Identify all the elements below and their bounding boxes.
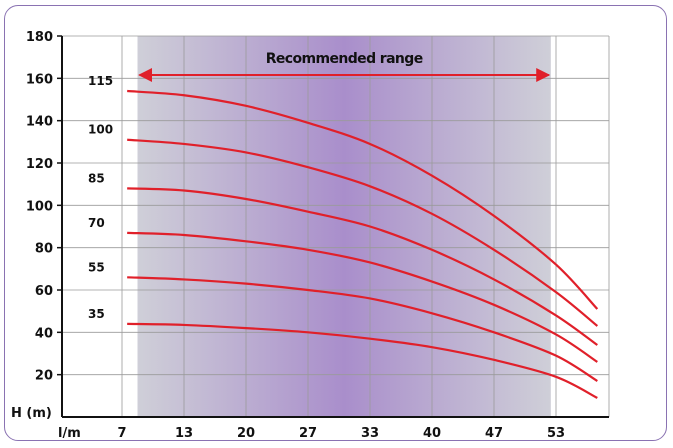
- x-tick-labels: 7 13 20 27 33 40 47 53: [117, 426, 565, 441]
- y-axis-label: H (m): [11, 406, 52, 421]
- curve-70: [127, 231, 598, 363]
- recommended-range-band: [137, 36, 551, 417]
- recommended-range-label: Recommended range: [266, 51, 423, 67]
- y-tick-label: 80: [35, 242, 53, 257]
- y-tick-label: 100: [26, 199, 53, 214]
- curve-label-35: 35: [88, 307, 105, 321]
- x-tick-label: 20: [237, 426, 255, 441]
- curve-100: [127, 138, 599, 327]
- curve-label-100: 100: [88, 123, 113, 137]
- curve-label-55: 55: [88, 260, 105, 274]
- x-tick-label: 7: [117, 426, 126, 441]
- x-tick-label: 53: [547, 426, 565, 441]
- y-tick-label: 40: [35, 326, 53, 341]
- y-tick-label: 140: [26, 115, 53, 130]
- x-tick-label: 47: [485, 426, 503, 441]
- curve-55: [127, 276, 598, 382]
- curve-label-115: 115: [88, 74, 113, 88]
- curve-35: [127, 322, 598, 399]
- y-tick-label: 60: [35, 284, 53, 299]
- grid-lines: [62, 35, 610, 417]
- curve-labels: 115 100 85 70 55 35: [88, 74, 113, 321]
- y-tick-label: 160: [26, 72, 53, 87]
- y-tick-label: 180: [26, 30, 53, 45]
- x-tick-label: 27: [299, 426, 317, 441]
- performance-curves: [127, 89, 599, 399]
- x-tick-label: 33: [361, 426, 379, 441]
- y-tick-labels: 180 160 140 120 100 80 60 40 20: [26, 30, 53, 384]
- curve-label-85: 85: [88, 171, 105, 185]
- curve-115: [127, 89, 599, 310]
- curve-label-70: 70: [88, 216, 105, 230]
- x-tick-label: 13: [175, 426, 193, 441]
- curve-85: [127, 187, 598, 346]
- axes: [57, 35, 609, 418]
- x-axis-label: l/m: [58, 426, 81, 441]
- y-tick-label: 120: [26, 157, 53, 172]
- y-tick-label: 20: [35, 369, 53, 384]
- x-tick-label: 40: [423, 426, 441, 441]
